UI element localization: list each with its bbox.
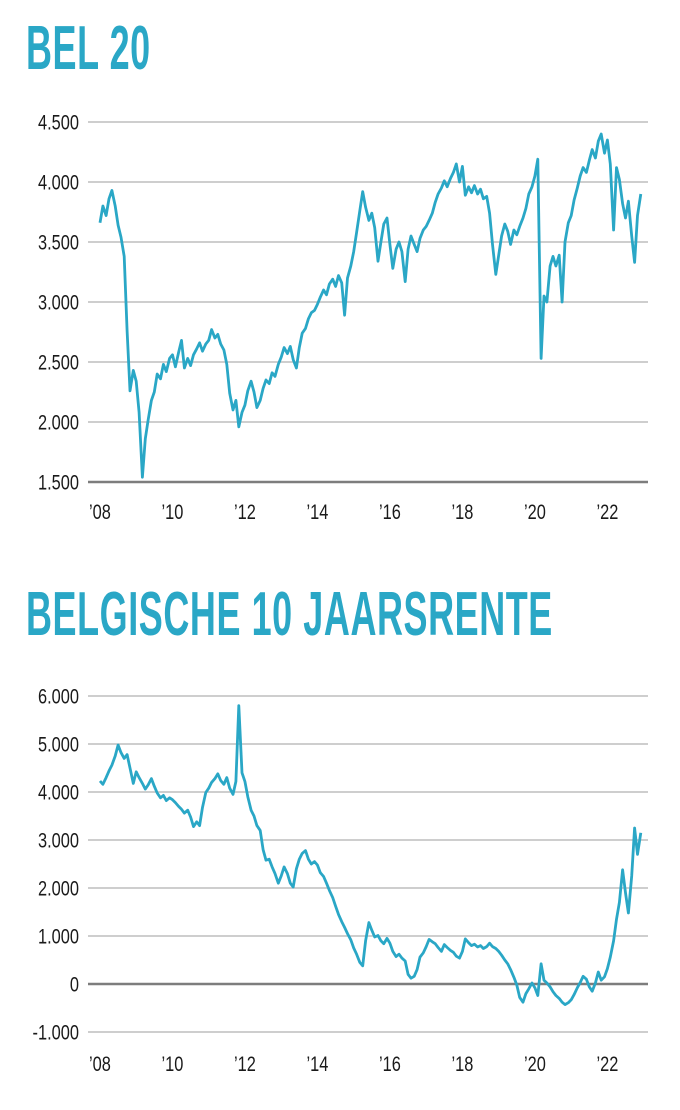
x-axis-label: ’16 <box>379 1052 401 1075</box>
x-axis-label: ’22 <box>596 1052 618 1075</box>
bel20-chart-title: BEL 20 <box>26 14 151 83</box>
x-axis-label: ’10 <box>162 1052 184 1075</box>
bel20-line-chart: 4.500 4.000 3.500 3.000 2.500 2.000 1.500 ’08 ’1… <box>38 111 648 523</box>
y-axis-label: 6.000 <box>38 685 79 708</box>
x-axis-label: ’12 <box>234 500 256 523</box>
x-axis-label: ’20 <box>524 1052 546 1075</box>
x-axis-label: ’14 <box>307 1052 329 1075</box>
y-axis-label: -1.000 <box>33 1021 79 1044</box>
x-axis-label: ’14 <box>307 500 329 523</box>
y-axis-label: 3.000 <box>38 829 79 852</box>
y-axis-label: 1.000 <box>38 925 79 948</box>
x-axis-label: ’20 <box>524 500 546 523</box>
y-axis-label: 4.000 <box>38 781 79 804</box>
x-axis-label: ’18 <box>451 500 473 523</box>
x-axis-label: ’16 <box>379 500 401 523</box>
belgische-10-jaarsrente-line-chart: 6.000 5.000 4.000 3.000 2.000 1.000 0 -1.000 ’08… <box>33 685 648 1075</box>
y-axis-label: 2.500 <box>38 351 79 374</box>
y-axis-label: 4.500 <box>38 111 79 134</box>
x-axis-label: ’12 <box>234 1052 256 1075</box>
y-axis-label: 2.000 <box>38 411 79 434</box>
y-axis-label: 2.000 <box>38 877 79 900</box>
x-axis-label: ’10 <box>162 500 184 523</box>
x-axis-label: ’22 <box>596 500 618 523</box>
y-axis-label: 3.500 <box>38 231 79 254</box>
series-line-bel20 <box>98 132 643 479</box>
y-axis-label: 5.000 <box>38 733 79 756</box>
x-axis-label: ’08 <box>89 500 111 523</box>
rente-chart-title: BELGISCHE 10 JAARSRENTE <box>26 580 553 649</box>
y-axis-label: 0 <box>70 973 79 996</box>
series-line-belgische-10-jaarsrente <box>98 704 643 1006</box>
y-axis-label: 4.000 <box>38 171 79 194</box>
x-axis-label: ’18 <box>451 1052 473 1075</box>
x-axis-label: ’08 <box>89 1052 111 1075</box>
y-axis-label: 3.000 <box>38 291 79 314</box>
y-axis-label: 1.500 <box>38 471 79 494</box>
